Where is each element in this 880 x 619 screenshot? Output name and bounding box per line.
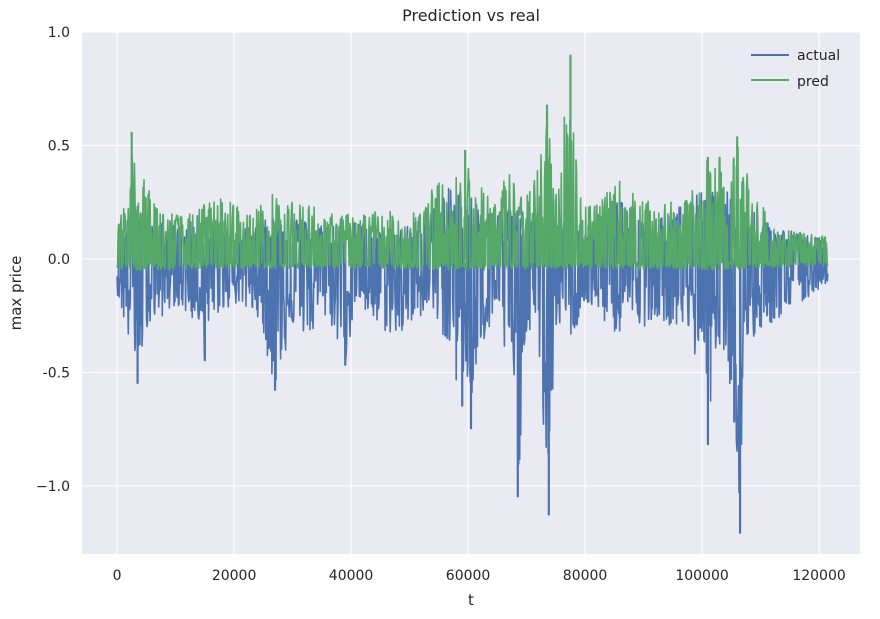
series-line-pred — [116, 116, 829, 271]
y-tick-label: -0.5 — [43, 365, 70, 381]
series-actual — [116, 187, 829, 534]
x-axis-ticks: 0 20000 40000 60000 80000 100000 120000 — [113, 568, 846, 584]
x-tick-label: 40000 — [329, 568, 374, 584]
x-tick-label: 80000 — [563, 568, 608, 584]
x-tick-label: 100000 — [675, 568, 728, 584]
x-tick-label: 120000 — [792, 568, 845, 584]
legend: actual pred — [751, 48, 840, 90]
chart-title: Prediction vs real — [402, 6, 540, 25]
y-tick-label: −1.0 — [36, 479, 70, 495]
x-tick-label: 0 — [113, 568, 122, 584]
legend-label-pred: pred — [797, 74, 829, 90]
y-tick-label: 0.5 — [48, 138, 70, 154]
x-tick-label: 20000 — [212, 568, 257, 584]
legend-label-actual: actual — [797, 48, 840, 64]
series-pred — [116, 54, 829, 271]
y-axis-label: max price — [7, 256, 25, 331]
y-tick-label: 0.0 — [48, 252, 70, 268]
y-axis-ticks: 1.0 0.5 0.0 -0.5 −1.0 — [36, 25, 70, 495]
series-layer — [116, 54, 829, 534]
x-axis-label: t — [468, 591, 474, 609]
y-tick-label: 1.0 — [48, 25, 70, 41]
x-tick-label: 60000 — [446, 568, 491, 584]
